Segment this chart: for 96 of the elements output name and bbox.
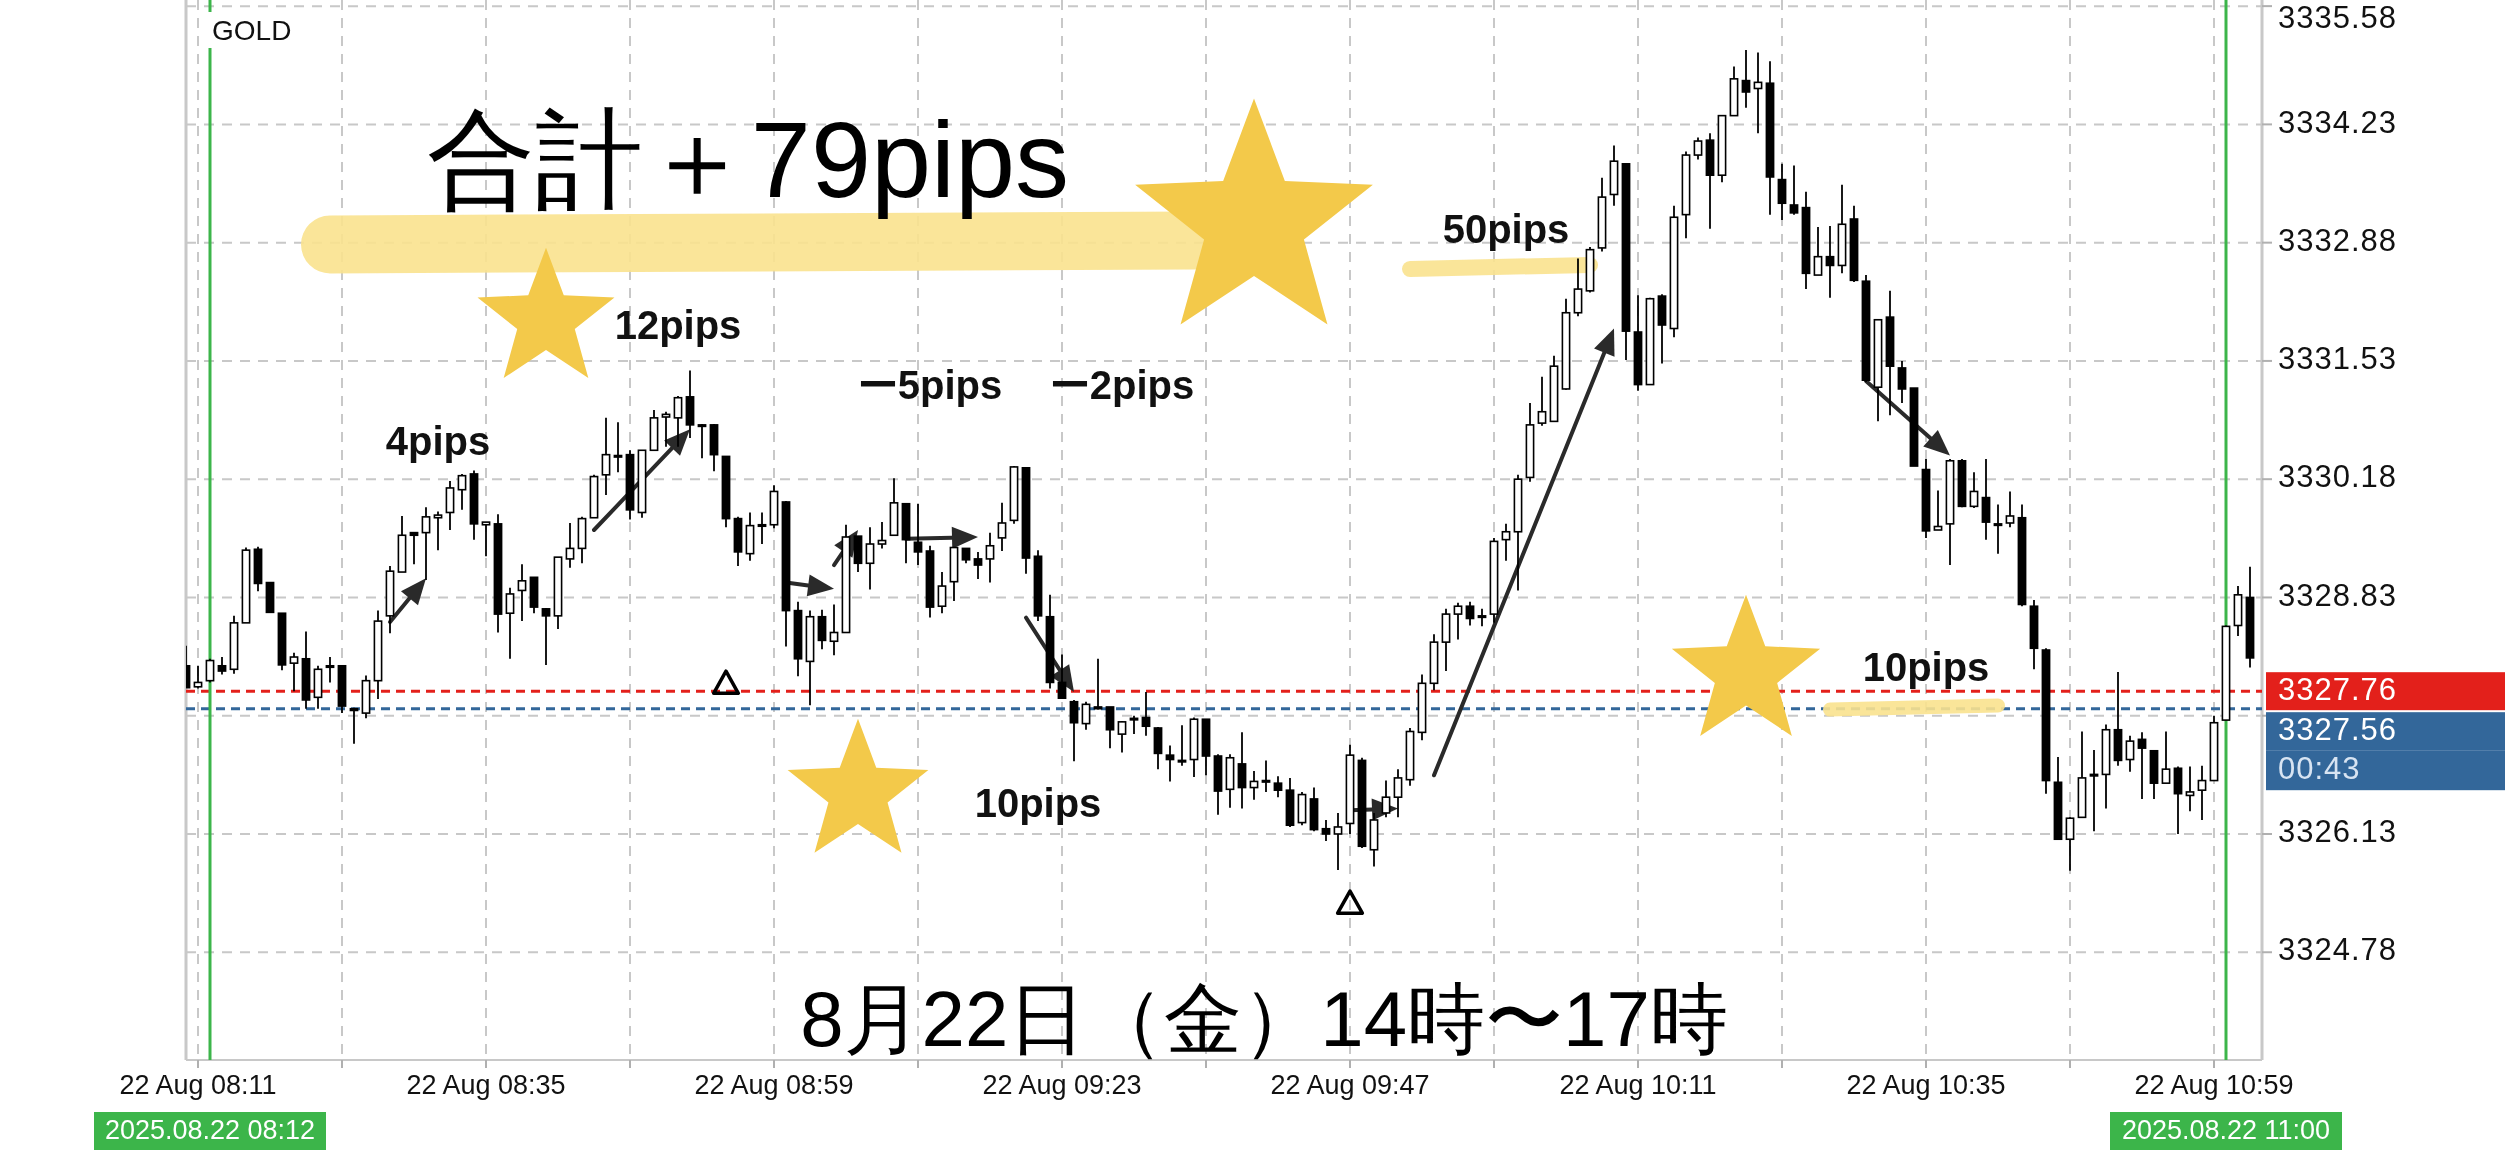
candlestick xyxy=(409,531,419,566)
candlestick xyxy=(2005,490,2015,529)
x-tick-label: 22 Aug 08:35 xyxy=(406,1070,566,1100)
candlestick xyxy=(1093,657,1103,711)
candlestick xyxy=(1069,699,1079,763)
candlestick xyxy=(517,563,527,623)
candlestick xyxy=(1117,720,1127,754)
candlestick xyxy=(661,410,671,448)
x-tick-label: 22 Aug 10:11 xyxy=(1559,1070,1717,1100)
candlestick xyxy=(1105,706,1115,750)
candlestick xyxy=(1141,691,1151,737)
candlestick xyxy=(1537,375,1547,427)
candlestick xyxy=(2125,734,2135,773)
x-tick-label: 22 Aug 10:35 xyxy=(1846,1070,2006,1100)
candlestick xyxy=(1693,136,1703,161)
candlestick xyxy=(937,571,947,615)
candlestick xyxy=(1177,724,1187,767)
y-tick-label: 3324.78 xyxy=(2278,932,2398,968)
text: 8月22日（金）14時〜17時 xyxy=(800,975,1728,1063)
candlestick xyxy=(1321,819,1331,842)
candlestick xyxy=(2065,816,2075,872)
candlestick xyxy=(1273,775,1283,799)
candlestick xyxy=(1333,812,1343,871)
text: 合計＋79pips xyxy=(426,98,1070,220)
candlestick xyxy=(1933,489,1943,531)
candlestick xyxy=(1993,503,2003,555)
candlestick xyxy=(2197,764,2207,821)
candlestick xyxy=(1897,360,1907,404)
candlestick xyxy=(1165,744,1175,783)
candlestick xyxy=(601,416,611,496)
candlestick xyxy=(325,656,335,684)
candlestick xyxy=(565,522,575,569)
candlestick xyxy=(817,608,827,651)
y-tick-label: 3330.18 xyxy=(2278,459,2398,495)
candlestick xyxy=(613,421,623,474)
y-tick-label: 3332.88 xyxy=(2278,222,2398,258)
candlestick xyxy=(1789,164,1799,216)
ref-line-label: 2025.08.22 08:12 xyxy=(104,1115,316,1146)
candlestick xyxy=(1261,759,1271,793)
candlestick xyxy=(877,521,887,550)
candlestick xyxy=(997,501,1007,552)
annotation: GOLD xyxy=(212,15,292,46)
annotation: ー2pips xyxy=(1049,362,1195,407)
candlestick xyxy=(1453,601,1463,641)
candlestick xyxy=(1381,779,1391,819)
candlestick xyxy=(985,531,995,584)
y-tick-label: 3335.58 xyxy=(2278,0,2398,36)
candlestick xyxy=(829,603,839,657)
candlestick xyxy=(457,473,467,511)
candlestick xyxy=(1057,653,1067,700)
candlestick xyxy=(421,506,431,581)
candlestick xyxy=(505,586,515,660)
y-tick-label: 3331.53 xyxy=(2278,341,2398,377)
candlestick xyxy=(1393,768,1403,819)
annotation: 10pips xyxy=(974,780,1102,825)
annotation: ー5pips xyxy=(857,362,1003,407)
x-tick-label: 22 Aug 10:59 xyxy=(2134,1070,2294,1100)
candlestick xyxy=(973,551,983,580)
candlestick xyxy=(2161,730,2171,785)
candlestick xyxy=(697,423,707,460)
x-tick-label: 22 Aug 09:23 xyxy=(982,1070,1142,1100)
candlestick xyxy=(865,526,875,591)
ref-line-label: 2025.08.22 11:00 xyxy=(2121,1115,2331,1146)
candlestick xyxy=(913,502,923,566)
candlestick xyxy=(1741,49,1751,109)
x-tick-label: 22 Aug 08:11 xyxy=(119,1070,277,1100)
y-tick-label: 3334.23 xyxy=(2278,104,2398,140)
annotation: 4pips xyxy=(385,418,491,463)
annotation: 50pips xyxy=(1442,206,1570,251)
candlestick xyxy=(541,607,551,666)
annotation: 10pips xyxy=(1862,644,1990,689)
x-tick-label: 22 Aug 08:59 xyxy=(694,1070,854,1100)
candlestick xyxy=(1129,714,1139,736)
candlestick xyxy=(2089,748,2099,833)
candlestick xyxy=(2185,765,2195,813)
text: 00:43 xyxy=(2278,751,2361,787)
candlestick xyxy=(481,521,491,558)
y-tick-label: 3326.13 xyxy=(2278,814,2398,850)
candlestick xyxy=(1465,600,1475,627)
candlestick xyxy=(433,510,443,552)
candlestick xyxy=(1813,225,1823,276)
candlestick xyxy=(673,395,683,448)
ref-line-label: 3327.76 xyxy=(2278,672,2398,708)
y-tick-label: 3328.83 xyxy=(2278,577,2398,613)
candlestick xyxy=(289,651,299,693)
candlestick xyxy=(193,664,203,690)
candlestick xyxy=(1777,162,1787,221)
x-tick-label: 22 Aug 09:47 xyxy=(1270,1070,1430,1100)
candlestick xyxy=(1969,471,1979,509)
candlestick xyxy=(757,511,767,545)
candlestick xyxy=(1573,257,1583,318)
annotation: 12pips xyxy=(614,303,742,348)
ref-line-label: 3327.56 xyxy=(2278,712,2398,748)
candlestick xyxy=(1237,731,1247,810)
candlestick xyxy=(2137,731,2147,800)
candlestick xyxy=(1825,225,1835,299)
